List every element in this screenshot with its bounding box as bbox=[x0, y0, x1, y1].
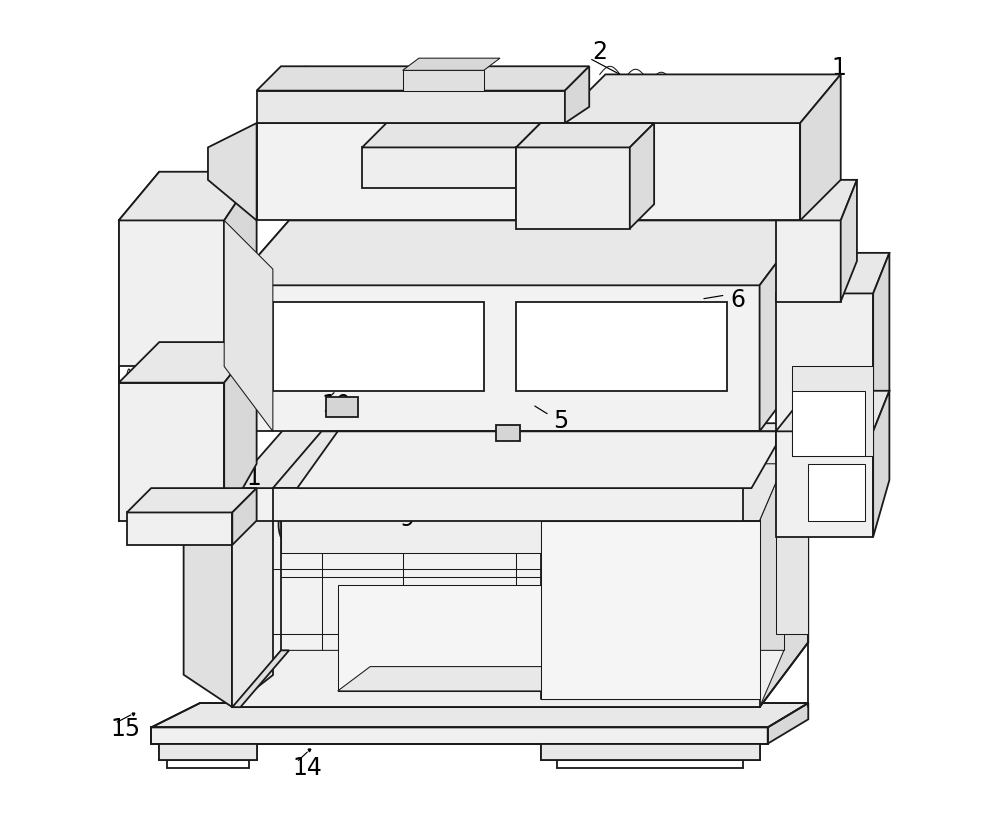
Polygon shape bbox=[232, 286, 760, 431]
Polygon shape bbox=[273, 488, 743, 521]
Polygon shape bbox=[289, 164, 581, 221]
Polygon shape bbox=[516, 147, 630, 229]
Polygon shape bbox=[630, 123, 654, 229]
Polygon shape bbox=[873, 391, 889, 536]
Text: 13: 13 bbox=[370, 94, 400, 117]
Polygon shape bbox=[127, 488, 257, 513]
Polygon shape bbox=[541, 744, 760, 760]
Polygon shape bbox=[557, 74, 841, 123]
Polygon shape bbox=[232, 650, 784, 707]
Polygon shape bbox=[808, 464, 865, 521]
Polygon shape bbox=[184, 488, 232, 707]
Text: 12: 12 bbox=[530, 157, 560, 182]
Polygon shape bbox=[232, 488, 760, 707]
Polygon shape bbox=[776, 180, 857, 221]
Polygon shape bbox=[224, 221, 273, 431]
Polygon shape bbox=[565, 66, 589, 123]
Polygon shape bbox=[800, 74, 841, 221]
Polygon shape bbox=[776, 253, 889, 293]
Polygon shape bbox=[257, 90, 565, 123]
Polygon shape bbox=[257, 66, 589, 90]
Text: 2: 2 bbox=[592, 41, 607, 64]
Polygon shape bbox=[232, 423, 808, 488]
Polygon shape bbox=[224, 172, 257, 366]
Polygon shape bbox=[362, 147, 516, 188]
Polygon shape bbox=[873, 253, 889, 456]
Polygon shape bbox=[768, 703, 808, 744]
Polygon shape bbox=[257, 123, 516, 221]
Polygon shape bbox=[516, 301, 727, 391]
Polygon shape bbox=[127, 513, 232, 545]
Polygon shape bbox=[257, 74, 557, 123]
Polygon shape bbox=[326, 397, 358, 417]
Polygon shape bbox=[760, 423, 808, 707]
Polygon shape bbox=[841, 180, 857, 301]
Polygon shape bbox=[403, 70, 484, 90]
Polygon shape bbox=[403, 58, 500, 70]
Polygon shape bbox=[232, 488, 257, 545]
Text: 8: 8 bbox=[531, 450, 547, 475]
Polygon shape bbox=[776, 431, 808, 634]
Polygon shape bbox=[208, 123, 257, 221]
Text: 3: 3 bbox=[604, 470, 619, 493]
Polygon shape bbox=[232, 650, 289, 707]
Polygon shape bbox=[297, 431, 784, 488]
Polygon shape bbox=[541, 521, 760, 699]
Polygon shape bbox=[792, 366, 873, 456]
Polygon shape bbox=[776, 293, 873, 456]
Text: 15: 15 bbox=[110, 717, 140, 741]
Polygon shape bbox=[516, 123, 654, 147]
Polygon shape bbox=[151, 728, 768, 744]
Polygon shape bbox=[224, 342, 257, 521]
Polygon shape bbox=[119, 221, 224, 366]
Polygon shape bbox=[159, 744, 257, 760]
Polygon shape bbox=[338, 585, 727, 691]
Polygon shape bbox=[541, 464, 784, 521]
Polygon shape bbox=[338, 667, 743, 691]
Polygon shape bbox=[273, 431, 784, 488]
Polygon shape bbox=[281, 497, 541, 553]
Text: 1: 1 bbox=[832, 56, 847, 80]
Polygon shape bbox=[496, 425, 520, 441]
Polygon shape bbox=[776, 221, 841, 301]
Text: 9: 9 bbox=[399, 507, 414, 531]
Text: 6: 6 bbox=[730, 288, 745, 312]
Polygon shape bbox=[119, 342, 257, 383]
Polygon shape bbox=[776, 391, 889, 431]
Polygon shape bbox=[119, 172, 257, 221]
Polygon shape bbox=[792, 391, 865, 456]
Polygon shape bbox=[119, 383, 224, 521]
Polygon shape bbox=[557, 123, 800, 221]
Text: 11: 11 bbox=[232, 466, 262, 489]
Text: 5: 5 bbox=[553, 409, 568, 433]
Text: 10: 10 bbox=[321, 393, 351, 418]
Polygon shape bbox=[232, 521, 273, 707]
Polygon shape bbox=[776, 431, 873, 536]
Text: 14: 14 bbox=[293, 756, 323, 780]
Text: 7: 7 bbox=[795, 393, 810, 418]
Polygon shape bbox=[760, 221, 808, 431]
Polygon shape bbox=[232, 221, 808, 286]
Polygon shape bbox=[273, 301, 484, 391]
Polygon shape bbox=[151, 703, 808, 728]
Polygon shape bbox=[557, 497, 743, 553]
Text: 4: 4 bbox=[540, 189, 555, 213]
Polygon shape bbox=[362, 123, 541, 147]
